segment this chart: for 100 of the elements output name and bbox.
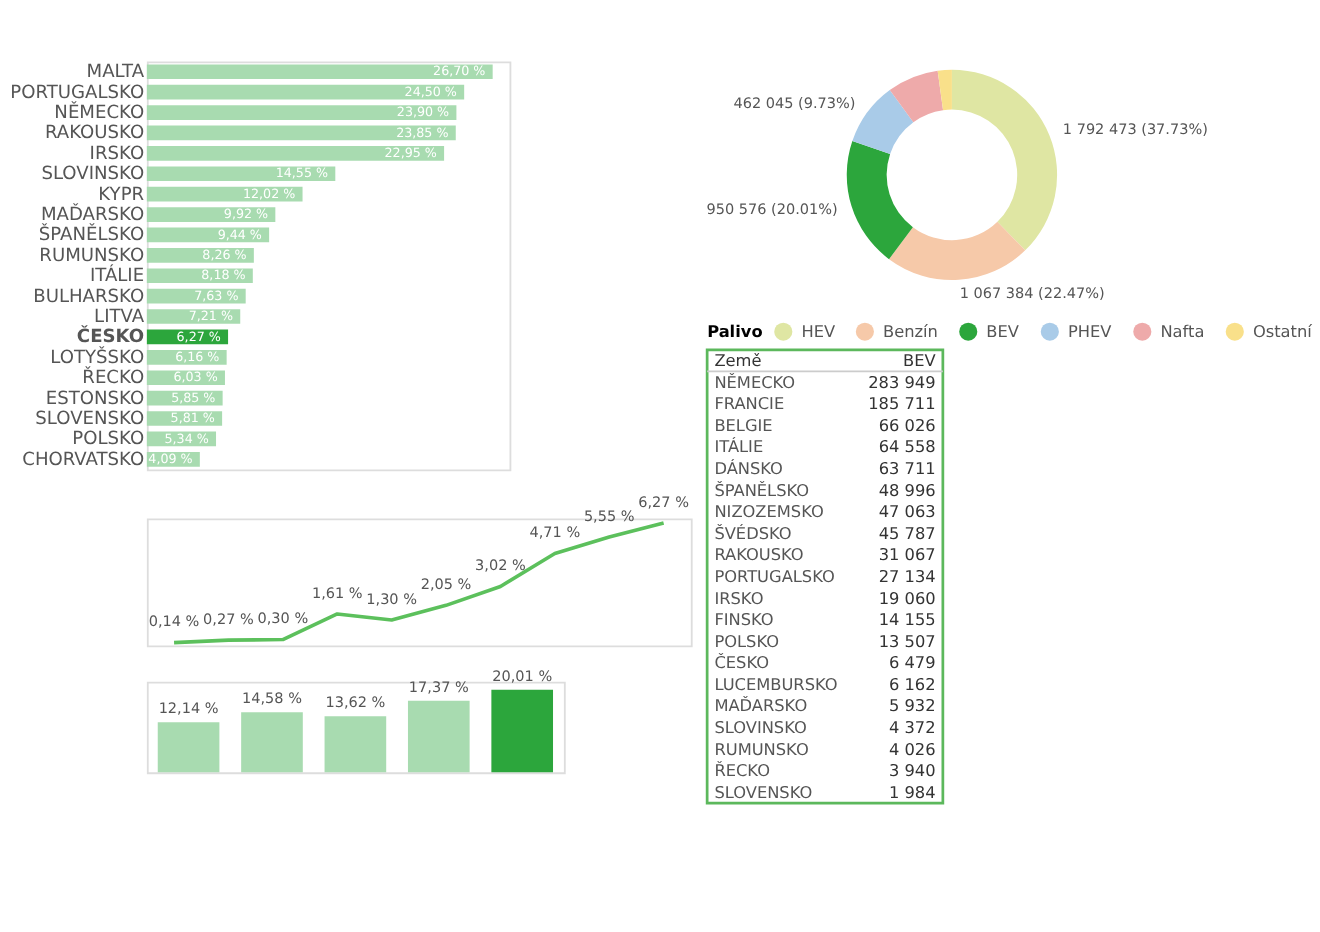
category-label: FINSKO <box>714 609 774 630</box>
bar <box>146 166 336 182</box>
y-tick-label: PORTUGALSKO <box>10 83 145 104</box>
donut-slice <box>937 69 952 111</box>
data-label: 45 787 <box>878 522 936 543</box>
legend-label: PHEV <box>1067 321 1113 342</box>
category-label: ŠPANĚLSKO <box>714 479 810 500</box>
donut-slice <box>889 70 944 123</box>
y-tick-label: CHORVATSKO <box>22 450 145 471</box>
category-label: PORTUGALSKO <box>714 565 835 586</box>
category-label: ŠVÉDSKO <box>714 522 792 543</box>
bar <box>407 700 470 773</box>
data-label: 13,62 % <box>325 693 386 712</box>
data-label: 20,01 % <box>492 666 553 685</box>
y-tick-label: ESTONSKO <box>45 389 145 410</box>
data-label: 1 792 473 (37.73%) <box>1062 119 1209 138</box>
data-label: 47 063 <box>878 501 936 522</box>
donut-slice <box>846 141 913 260</box>
legend-label: Benzín <box>883 321 938 342</box>
data-label: 17,37 % <box>408 677 469 696</box>
category-label: LUCEMBURSKO <box>714 673 838 694</box>
bar <box>146 146 445 161</box>
category-label: NĚMECKO <box>714 371 796 392</box>
y-tick-label: POLSKO <box>72 430 145 451</box>
y-tick-label: LOTYŠSKO <box>50 344 145 369</box>
data-label: 14 155 <box>878 609 936 630</box>
y-tick-label: SLOVENSKO <box>35 409 145 430</box>
y-tick-label: MALTA <box>86 63 146 84</box>
data-label: 63 711 <box>878 458 936 479</box>
category-label: MAĎARSKO <box>714 695 808 716</box>
category-label: NIZOZEMSKO <box>714 501 824 522</box>
data-label: 66 026 <box>878 414 936 435</box>
bar <box>146 64 493 80</box>
data-label: 462 045 (9.73%) <box>733 93 856 112</box>
data-label: 64 558 <box>878 436 936 457</box>
y-tick-label: KYPR <box>98 185 146 206</box>
data-label: 3 940 <box>888 760 936 781</box>
data-label: 0,27 % <box>203 609 255 628</box>
bar <box>146 84 465 100</box>
legend-label: Ostatní <box>1252 321 1314 342</box>
category-label: DÁNSKO <box>714 458 783 479</box>
data-label: 19 060 <box>878 587 936 608</box>
data-label: 4,71 % <box>529 523 581 542</box>
data-label: 13 507 <box>878 630 936 651</box>
data-label: 6,27 % <box>638 492 690 511</box>
y-tick-label: IRSKO <box>89 144 145 165</box>
bar <box>241 712 303 773</box>
category-label: IRSKO <box>714 587 764 608</box>
legend-label: HEV <box>801 321 836 342</box>
data-label: 185 711 <box>868 393 936 414</box>
y-tick-label: MAĎARSKO <box>40 201 145 226</box>
legend-label: Nafta <box>1160 321 1205 342</box>
category-label: ŘECKO <box>714 760 770 781</box>
text: Země <box>714 350 762 371</box>
y-tick-label: ŘECKO <box>82 365 145 390</box>
data-label: 283 949 <box>868 371 936 392</box>
y-tick-label: SLOVINSKO <box>41 165 145 186</box>
y-tick-label: ŠPANĚLSKO <box>38 222 145 247</box>
data-label: 12,14 % <box>158 699 219 718</box>
category-label: POLSKO <box>714 630 780 651</box>
data-label: 4 372 <box>888 717 936 738</box>
category-label: SLOVENSKO <box>714 781 813 802</box>
data-label: 4 026 <box>888 738 936 759</box>
y-tick-label: LITVA <box>94 307 146 328</box>
category-label: ITÁLIE <box>714 436 764 457</box>
bar <box>146 105 457 120</box>
y-tick-label: RUMUNSKO <box>39 246 145 267</box>
data-label: 0,14 % <box>148 612 200 631</box>
data-label: 14,58 % <box>242 689 303 708</box>
category-label: FRANCIE <box>714 393 785 414</box>
data-label: 1,30 % <box>366 589 418 608</box>
donut-slice <box>889 221 1026 281</box>
data-label: 5,55 % <box>583 506 635 525</box>
bar <box>157 722 220 773</box>
category-label: BELGIE <box>714 414 773 435</box>
category-label: RUMUNSKO <box>714 738 809 759</box>
y-tick-label: RAKOUSKO <box>44 124 145 145</box>
data-label: 6 479 <box>888 652 936 673</box>
data-label: 0,30 % <box>257 609 309 628</box>
data-label: 1 067 384 (22.47%) <box>959 283 1106 302</box>
data-label: 2,05 % <box>420 575 472 594</box>
data-label: 3,02 % <box>475 556 526 575</box>
y-tick-label: ČESKO <box>76 324 145 349</box>
data-label: 950 576 (20.01%) <box>706 200 838 218</box>
y-tick-label: NĚMECKO <box>54 99 145 124</box>
data-label: 1,61 % <box>311 583 363 602</box>
category-label: ČESKO <box>714 652 769 673</box>
legend-label: BEV <box>986 321 1020 342</box>
category-label: SLOVINSKO <box>714 717 807 738</box>
data-label: 6 162 <box>888 673 936 694</box>
data-label: 48 996 <box>878 479 936 500</box>
data-label: 5 932 <box>888 695 936 716</box>
text: BEV <box>902 350 937 371</box>
data-label: 31 067 <box>878 544 936 565</box>
bar <box>491 689 554 773</box>
y-tick-label: BULHARSKO <box>33 287 145 308</box>
y-tick-label: ITÁLIE <box>89 263 145 288</box>
donut-slice <box>951 69 1057 251</box>
data-label: 27 134 <box>878 565 936 586</box>
donut-slice <box>852 90 914 154</box>
